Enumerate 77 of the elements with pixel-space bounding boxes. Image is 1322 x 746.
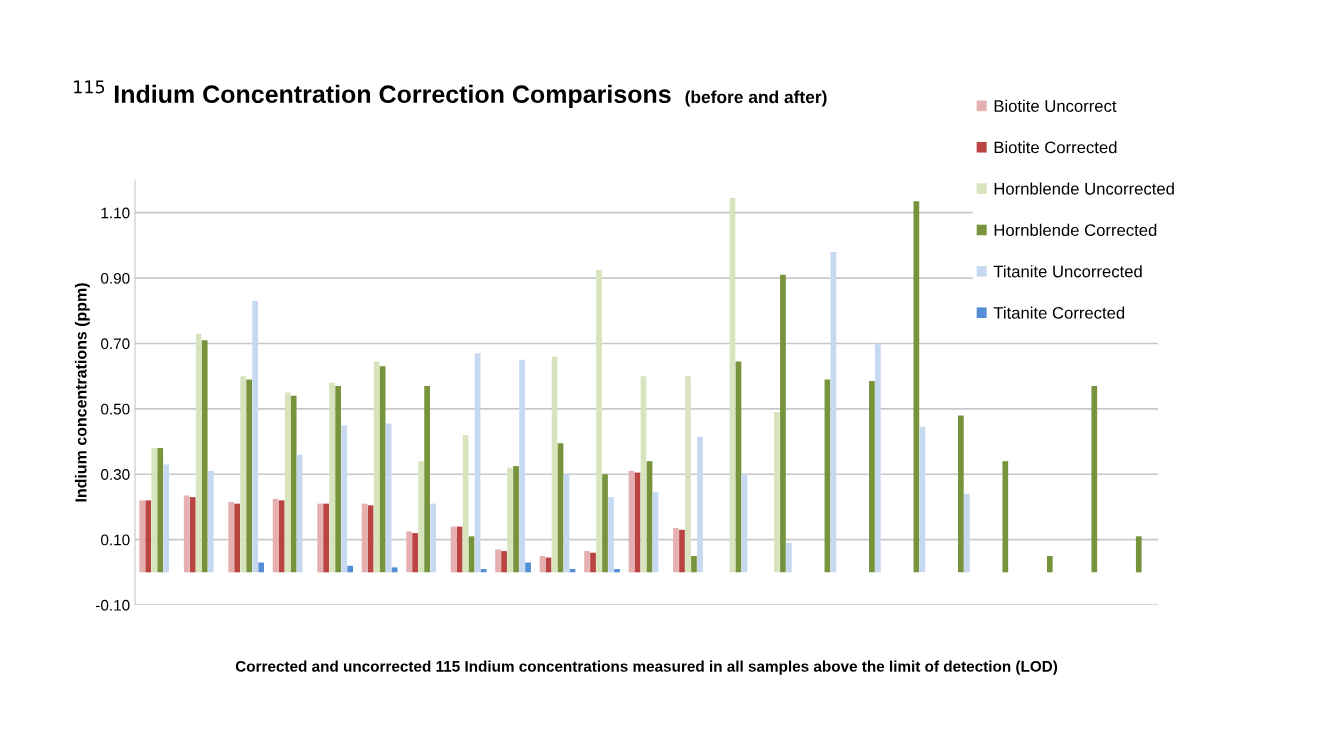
bar <box>958 415 964 573</box>
bar <box>513 466 519 573</box>
bar <box>519 359 525 573</box>
bar <box>608 497 614 573</box>
bar <box>240 376 247 573</box>
bar <box>697 436 703 573</box>
bar <box>875 343 881 573</box>
bar <box>869 381 875 573</box>
bar <box>347 565 354 573</box>
bar <box>252 300 259 573</box>
y-axis-title: Indium concentrations (ppm) <box>74 283 90 502</box>
bar <box>525 562 531 573</box>
bar <box>195 333 202 573</box>
bar <box>335 385 342 573</box>
bar <box>290 395 297 573</box>
bar <box>1046 555 1053 573</box>
y-tick-label: 0.10 <box>101 534 130 546</box>
bar <box>501 551 507 573</box>
bar <box>1135 536 1142 573</box>
bar <box>323 503 329 573</box>
bar <box>774 412 780 573</box>
bar <box>189 497 196 573</box>
bar <box>145 500 152 573</box>
bar <box>495 549 501 573</box>
bar <box>786 542 792 573</box>
legend-label: Biotite Uncorrect <box>994 99 1117 112</box>
bar <box>258 562 265 573</box>
bar <box>246 379 253 573</box>
bar <box>234 503 241 573</box>
bar <box>201 340 208 573</box>
bar <box>430 503 436 573</box>
legend-label: Titanite Corrected <box>993 306 1125 319</box>
bar <box>317 503 323 573</box>
bar <box>614 569 620 573</box>
bar <box>424 385 430 573</box>
legend-label: Titanite Uncorrected <box>993 265 1142 278</box>
y-tick-label: 0.50 <box>101 403 130 415</box>
bar <box>341 425 348 573</box>
bar <box>590 552 596 573</box>
bar <box>207 470 214 573</box>
bar <box>1091 385 1098 573</box>
y-tick-label: 0.90 <box>101 272 130 284</box>
bar <box>412 533 418 573</box>
bar <box>596 269 602 573</box>
legend-label: Hornblende Corrected <box>994 223 1157 237</box>
bar <box>329 382 335 573</box>
bar <box>418 461 424 573</box>
bar <box>780 274 786 573</box>
bar <box>139 500 146 573</box>
bar <box>964 493 970 573</box>
chart-title: $^{115}$ Indium Concentration Correction Comparisons <box>74 80 671 109</box>
bar <box>685 376 691 573</box>
y-tick-label: 1.10 <box>101 207 130 219</box>
bar <box>284 392 291 573</box>
bar <box>228 502 235 573</box>
legend-label: Hornblende Uncorrected <box>994 182 1174 195</box>
bar <box>278 500 285 573</box>
chart-subtitle: (before and after) <box>685 90 827 107</box>
bar <box>296 454 303 573</box>
bar <box>602 474 608 573</box>
x-axis-title: Corrected and uncorrected 115 Indium concentrations measured in all samples above the limit of detection (LOD) <box>235 660 1058 675</box>
bar <box>691 555 697 573</box>
bar <box>157 448 164 573</box>
bar <box>584 551 590 573</box>
bar <box>272 498 279 573</box>
bar <box>1002 461 1009 573</box>
bar <box>507 467 513 573</box>
bar <box>679 529 685 573</box>
bar <box>151 448 158 573</box>
legend-label: Biotite Corrected <box>994 141 1117 154</box>
y-tick-label: 0.70 <box>101 338 130 350</box>
y-tick-label: -0.10 <box>96 599 130 611</box>
bar <box>406 531 412 573</box>
y-tick-label: 0.30 <box>101 469 130 480</box>
bar <box>673 528 679 573</box>
bar <box>163 464 170 573</box>
bar <box>183 495 190 573</box>
